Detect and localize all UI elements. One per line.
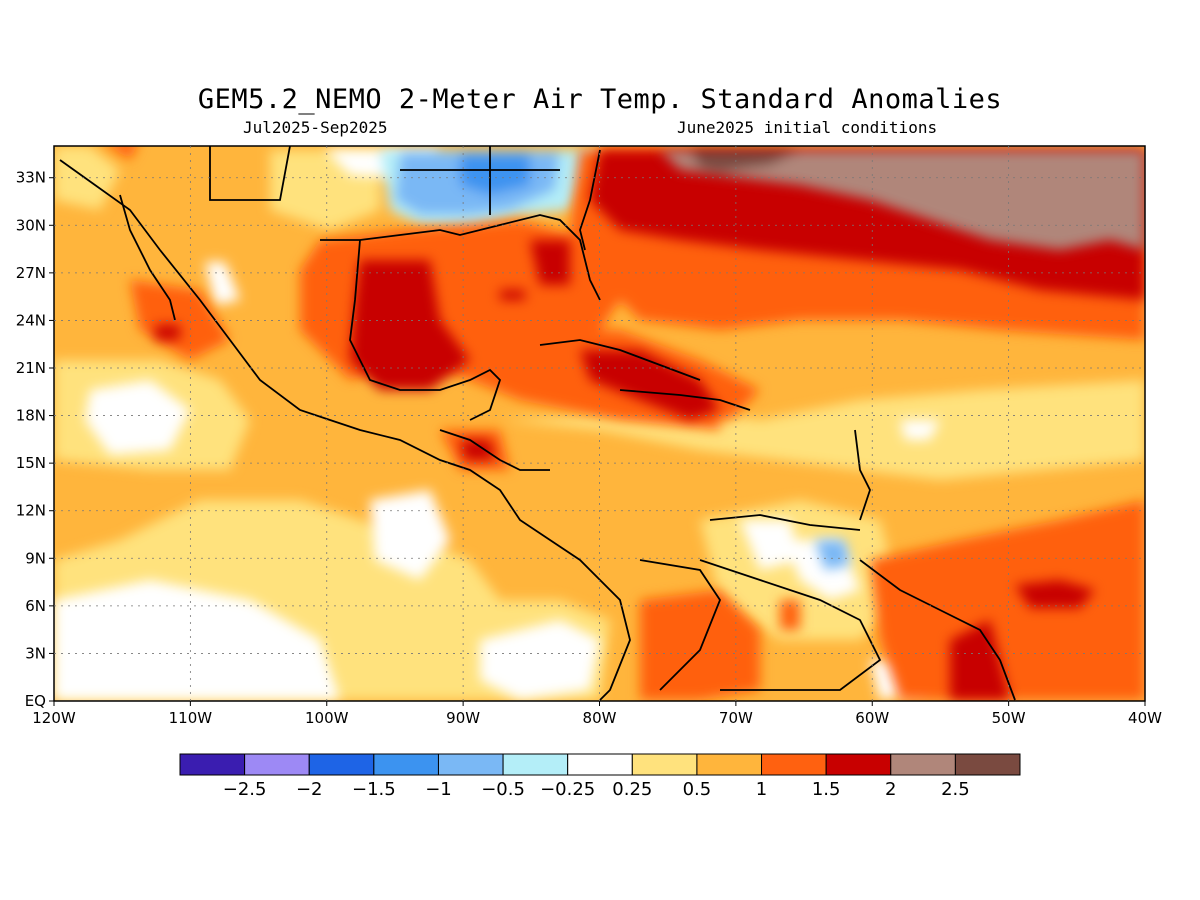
colorbar-swatch [244, 753, 310, 776]
map-title: GEM5.2_NEMO 2-Meter Air Temp. Standard A… [197, 84, 1003, 115]
lat-label: 27N [16, 264, 46, 282]
colorbar-label: 0.25 [612, 779, 652, 800]
lat-label: 9N [25, 549, 46, 567]
colorbar-label: −1.5 [352, 779, 396, 800]
lat-label: 33N [16, 169, 46, 187]
initial-conditions: June2025 initial conditions [677, 118, 938, 137]
coastlines [59, 146, 1016, 701]
colorbar-swatch [179, 753, 246, 776]
colorbar-swatch [373, 753, 439, 776]
lon-label: 80W [583, 709, 617, 727]
colorbar-label: 2 [885, 779, 896, 800]
colorbar-swatch [502, 753, 569, 776]
graticule [54, 146, 1145, 701]
colorbar-swatch [890, 753, 956, 776]
colorbar-swatch [567, 753, 633, 776]
lat-label: 30N [16, 216, 46, 234]
lat-label: 3N [25, 644, 46, 662]
colorbar-label: −0.5 [481, 779, 525, 800]
lat-label: 21N [16, 359, 46, 377]
lat-label: 12N [16, 502, 46, 520]
lat-label: 6N [25, 597, 46, 615]
colorbar-label: 2.5 [941, 779, 970, 800]
lon-label: 40W [1128, 709, 1162, 727]
colorbar-label: 1 [756, 779, 767, 800]
lat-label: 24N [16, 311, 46, 329]
colorbar-swatch [761, 753, 827, 776]
colorbar-label: 0.5 [683, 779, 712, 800]
colorbar-swatch [696, 753, 763, 776]
lat-label: 15N [16, 454, 46, 472]
lat-label: 18N [16, 407, 46, 425]
colorbar-label: −0.25 [540, 779, 595, 800]
colorbar-swatch [308, 753, 375, 776]
lon-label: 110W [169, 709, 213, 727]
colorbar-swatch [825, 753, 892, 776]
lon-label: 120W [32, 709, 76, 727]
lon-label: 60W [855, 709, 889, 727]
forecast-period: Jul2025-Sep2025 [243, 118, 388, 137]
colorbar-label: −1 [425, 779, 452, 800]
lon-label: 70W [719, 709, 753, 727]
lon-label: 100W [305, 709, 349, 727]
colorbar-swatch [437, 753, 504, 776]
colorbar-swatch [954, 753, 1021, 776]
lon-label: 90W [446, 709, 480, 727]
lon-label: 50W [992, 709, 1026, 727]
colorbar-label: 1.5 [812, 779, 841, 800]
colorbar: −2.5 −2 −1.5 −1 −0.5 −0.25 0.25 0.5 1 1.5 2 2.5 [179, 753, 1021, 800]
lat-label: EQ [25, 692, 46, 710]
colorbar-label: −2 [296, 779, 323, 800]
anomaly-field [54, 146, 1145, 701]
colorbar-label: −2.5 [223, 779, 267, 800]
colorbar-swatch [631, 753, 698, 776]
